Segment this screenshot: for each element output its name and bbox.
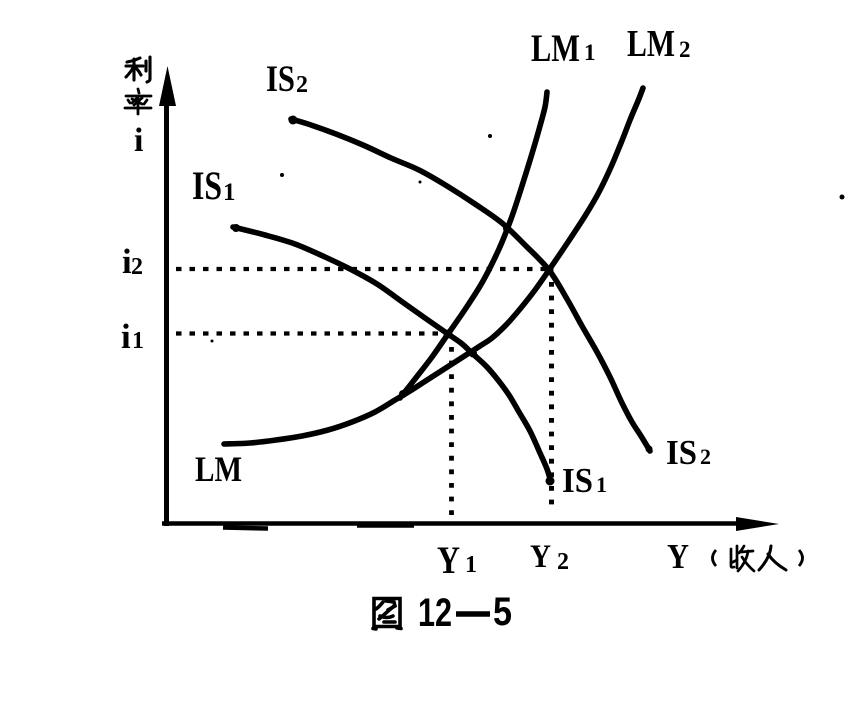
svg-text:2: 2: [679, 37, 691, 62]
svg-text:IS: IS: [192, 163, 222, 208]
svg-text:IS: IS: [266, 59, 295, 100]
svg-text:2: 2: [131, 254, 143, 280]
svg-text:1: 1: [596, 472, 607, 497]
svg-text:IS: IS: [562, 461, 593, 500]
svg-text:12: 12: [418, 591, 452, 635]
svg-text:1: 1: [132, 328, 144, 354]
svg-text:2: 2: [700, 444, 711, 469]
svg-text:LM: LM: [627, 23, 675, 65]
svg-text:LM: LM: [531, 27, 580, 70]
svg-text:5: 5: [493, 590, 512, 634]
svg-text:i: i: [122, 242, 132, 281]
svg-text:1: 1: [223, 179, 236, 206]
svg-text:IS: IS: [666, 433, 697, 472]
svg-text:2: 2: [296, 72, 308, 98]
svg-text:1: 1: [465, 552, 477, 578]
svg-text:Y: Y: [437, 539, 460, 582]
svg-text:1: 1: [584, 40, 596, 65]
svg-text:i: i: [134, 122, 143, 159]
svg-text:2: 2: [557, 549, 569, 575]
svg-text:LM: LM: [195, 449, 242, 489]
svg-text:i: i: [121, 317, 131, 356]
svg-text:Y: Y: [667, 537, 689, 576]
svg-text:Y: Y: [530, 539, 551, 575]
